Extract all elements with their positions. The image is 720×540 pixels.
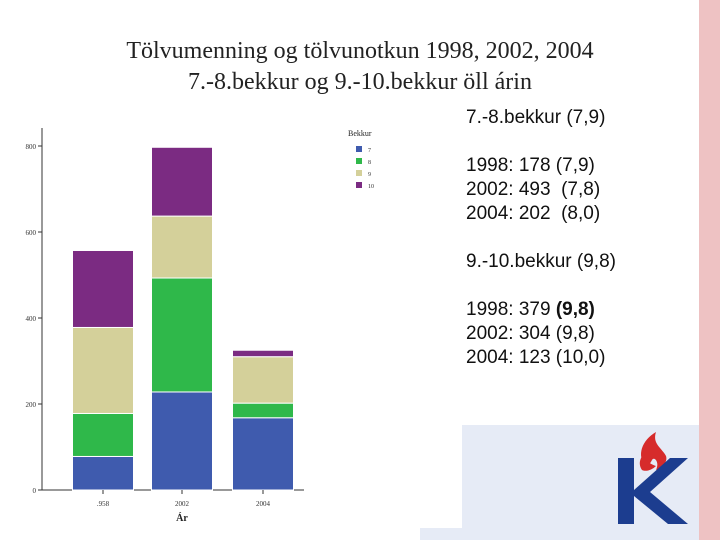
g910-stat-1998-bold: (9,8) (555, 299, 595, 320)
bar-segment-958-grade-7 (72, 455, 134, 491)
legend-title: Bekkur (348, 129, 372, 138)
x-tick-label: 2002 (175, 500, 190, 508)
g910-stat-2002: 2002: 304 (9,8) (466, 323, 595, 344)
stacked-bar-chart: 0200400600800Fjöldi.95820022004ÁrBekkur7… (26, 128, 374, 524)
legend-swatch-grade-7 (356, 146, 362, 152)
bar-segment-958-grade-9 (72, 326, 134, 414)
legend-swatch-grade-8 (356, 158, 362, 164)
bar-segment-2004-grade-7 (232, 417, 294, 491)
g78-stat-2004: 2004: 202 (8,0) (466, 203, 601, 224)
x-tick-label: .958 (97, 500, 110, 508)
slide-title: Tölvumenning og tölvunotkun 1998, 2002, … (0, 36, 720, 98)
bar-segment-2002-grade-7 (151, 391, 213, 491)
bar-segment-2004-grade-9 (232, 356, 294, 404)
x-tick-label: 2004 (256, 500, 271, 508)
g78-heading: 7.-8.bekkur (7,9) (466, 107, 606, 128)
g78-stat-1998: 1998: 178 (7,9) (466, 155, 595, 176)
legend-label-grade-9: 9 (368, 172, 371, 178)
logo-letter-k (618, 458, 688, 524)
title-line-2: 7.-8.bekkur og 9.-10.bekkur öll árin (188, 69, 532, 95)
chart-frame: 0200400600800Fjöldi.95820022004ÁrBekkur7… (22, 120, 462, 528)
bar-segment-2004-grade-8 (232, 402, 294, 419)
legend-label-grade-10: 10 (368, 184, 374, 190)
y-tick-label: 400 (26, 315, 37, 323)
bar-segment-2002-grade-8 (151, 277, 213, 393)
y-tick-label: 600 (26, 229, 37, 237)
bar-segment-958-grade-8 (72, 412, 134, 457)
x-axis-title: Ár (176, 512, 188, 524)
g910-stat-1998-text: 1998: 379 (466, 299, 556, 320)
bar-segment-2002-grade-10 (151, 146, 213, 217)
legend-label-grade-8: 8 (368, 160, 371, 166)
g910-heading: 9.-10.bekkur (9,8) (466, 251, 616, 272)
k-logo (618, 432, 688, 524)
bar-segment-2004-grade-10 (232, 349, 294, 358)
legend-label-grade-7: 7 (368, 148, 371, 154)
g910-stat-2004: 2004: 123 (10,0) (466, 347, 606, 368)
legend-swatch-grade-10 (356, 182, 362, 188)
legend-swatch-grade-9 (356, 170, 362, 176)
flame-icon (639, 432, 667, 471)
bar-segment-2002-grade-9 (151, 215, 213, 279)
y-tick-label: 800 (26, 143, 37, 151)
title-line-1: Tölvumenning og tölvunotkun 1998, 2002, … (126, 38, 594, 64)
g78-stat-2002: 2002: 493 (7,8) (466, 179, 601, 200)
y-tick-label: 0 (33, 487, 37, 495)
y-tick-label: 200 (26, 401, 37, 409)
stats-panel: 7.-8.bekkur (7,9) 1998: 178 (7,9) 2002: … (466, 106, 616, 370)
g910-stat-1998: 1998: 379 (9,8) (466, 298, 616, 322)
bar-segment-958-grade-10 (72, 249, 134, 328)
decorative-right-strip (699, 0, 720, 540)
